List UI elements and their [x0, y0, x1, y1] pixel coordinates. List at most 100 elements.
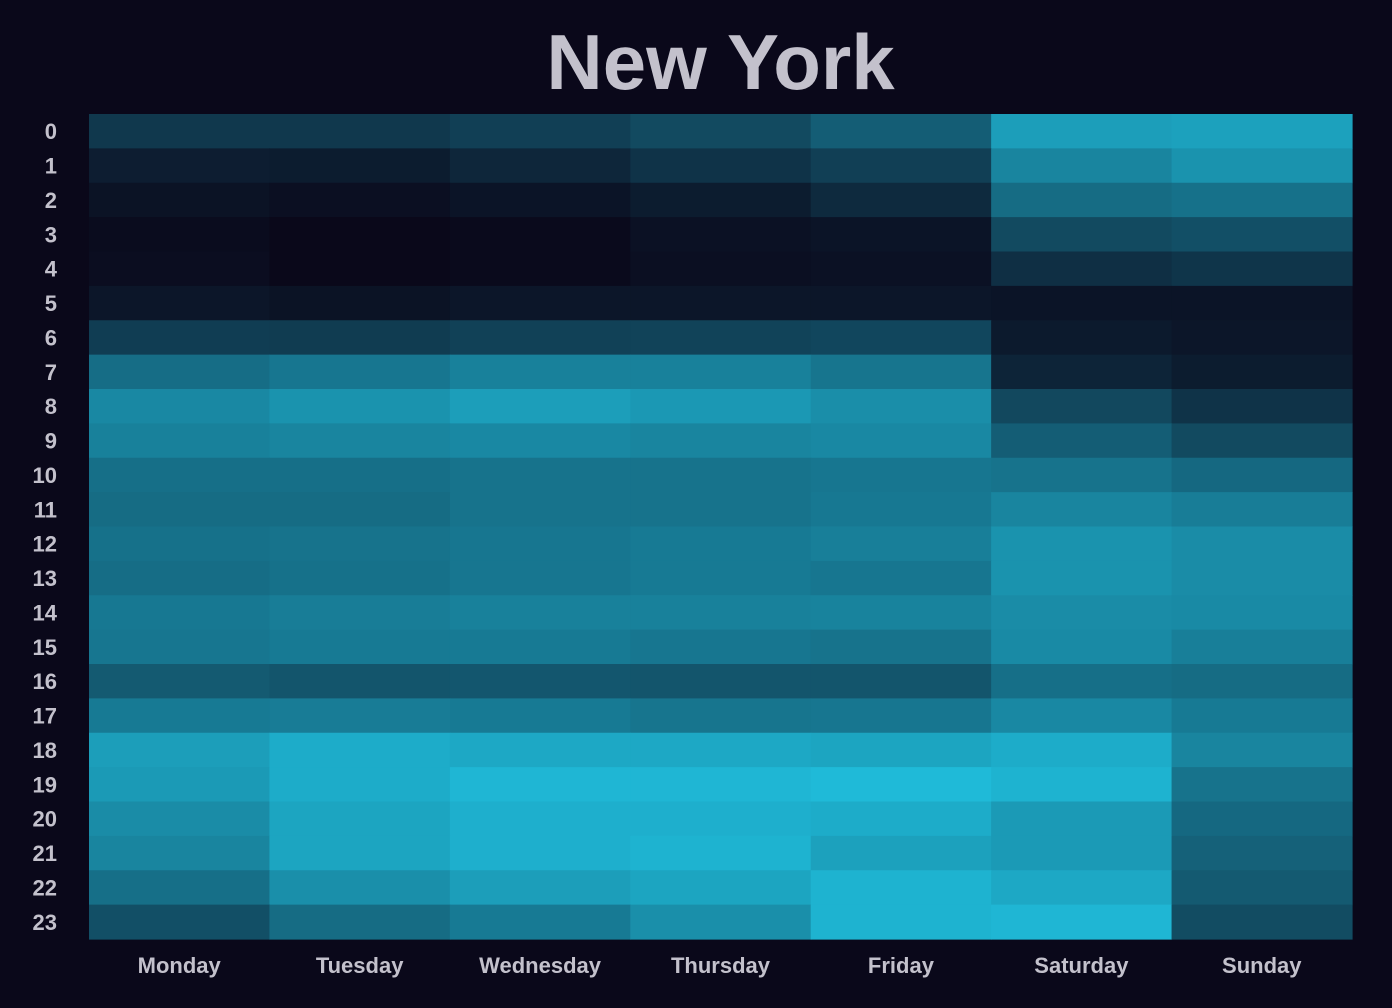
heatmap-cell [991, 114, 1173, 149]
heatmap-cell [991, 492, 1173, 528]
heatmap-cell [991, 354, 1173, 390]
heatmap-cell [630, 560, 812, 596]
y-tick-label: 12 [33, 532, 57, 557]
heatmap-cell [991, 870, 1173, 906]
y-tick-label: 23 [33, 910, 57, 935]
y-tick-label: 5 [45, 291, 57, 316]
y-tick-label: 8 [45, 394, 57, 419]
heatmap-cell [1171, 492, 1353, 528]
heatmap-cell [991, 801, 1173, 837]
x-tick-label: Friday [868, 953, 935, 978]
heatmap-cell [89, 835, 271, 871]
heatmap-cell [810, 251, 992, 287]
y-tick-label: 1 [45, 154, 57, 179]
heatmap-cell [630, 423, 812, 459]
heatmap-cell [1171, 217, 1353, 253]
heatmap-cell [810, 182, 992, 218]
y-tick-label: 22 [33, 875, 57, 900]
heatmap-cell [89, 251, 271, 287]
heatmap-cell [1171, 732, 1353, 768]
heatmap-cell [449, 423, 631, 459]
heatmap-cell [810, 114, 992, 149]
heatmap-cell [89, 698, 271, 734]
y-tick-label: 2 [45, 188, 57, 213]
x-tick-label: Saturday [1034, 953, 1129, 978]
heatmap-cell [89, 148, 271, 184]
heatmap-cell [630, 320, 812, 356]
heatmap-cell [89, 354, 271, 390]
heatmap-cell [89, 457, 271, 493]
heatmap-cell [269, 870, 451, 906]
heatmap-cell [269, 904, 451, 940]
heatmap-cell [89, 595, 271, 631]
heatmap-cell [449, 217, 631, 253]
y-tick-label: 17 [33, 704, 57, 729]
heatmap-cell [269, 217, 451, 253]
heatmap-cell [630, 457, 812, 493]
heatmap-cell [449, 698, 631, 734]
y-tick-label: 9 [45, 429, 57, 454]
heatmap-cell [810, 285, 992, 321]
y-tick-label: 13 [33, 566, 57, 591]
heatmap-cell [991, 835, 1173, 871]
heatmap-cell [991, 664, 1173, 699]
heatmap-cell [449, 389, 631, 424]
heatmap-cell [1171, 767, 1353, 803]
y-tick-label: 11 [34, 497, 57, 522]
heatmap-cell [269, 492, 451, 528]
heatmap-cell [449, 492, 631, 528]
heatmap-cell [89, 285, 271, 321]
x-tick-label: Sunday [1222, 953, 1302, 978]
heatmap-cell [89, 389, 271, 424]
heatmap-cell [810, 904, 992, 940]
heatmap-cell [449, 732, 631, 768]
heatmap-cell [810, 629, 992, 665]
heatmap-cell [89, 904, 271, 940]
x-axis-ticks: Monday Tuesday Wednesday Thursday Friday Satu… [138, 953, 1303, 978]
heatmap-cell [630, 251, 812, 287]
heatmap-cell [991, 320, 1173, 356]
heatmap-cell [991, 526, 1173, 562]
heatmap-cell [1171, 114, 1353, 149]
heatmap-cell [630, 629, 812, 665]
heatmap-cell [269, 320, 451, 356]
heatmap-cell [269, 732, 451, 768]
heatmap-cell [269, 698, 451, 734]
heatmap-cell [449, 767, 631, 803]
heatmap-cell [449, 595, 631, 631]
heatmap-cell [1171, 698, 1353, 734]
heatmap-cell [269, 114, 451, 149]
y-tick-label: 16 [33, 669, 57, 694]
heatmap-cell [810, 595, 992, 631]
y-tick-label: 19 [33, 772, 57, 797]
heatmap-cell [1171, 389, 1353, 424]
y-tick-label: 4 [45, 257, 58, 282]
heatmap-cell [269, 148, 451, 184]
heatmap-cell [1171, 354, 1353, 390]
heatmap-cell [991, 217, 1173, 253]
heatmap-cell [1171, 285, 1353, 321]
heatmap-cell [991, 389, 1173, 424]
heatmap-cell [89, 182, 271, 218]
heatmap-cell [810, 389, 992, 424]
heatmap-cell [1171, 904, 1353, 940]
heatmap-cell [630, 870, 812, 906]
x-tick-label: Thursday [671, 953, 771, 978]
heatmap-cell [449, 870, 631, 906]
heatmap-cell [991, 251, 1173, 287]
heatmap-cell [630, 114, 812, 149]
heatmap-cell [810, 767, 992, 803]
heatmap-cell [1171, 560, 1353, 596]
heatmap-cell [1171, 595, 1353, 631]
heatmap-cell [449, 835, 631, 871]
heatmap-cell [269, 664, 451, 699]
y-tick-label: 10 [33, 463, 57, 488]
heatmap-cell [630, 698, 812, 734]
heatmap-cell [449, 801, 631, 837]
heatmap-cell [810, 560, 992, 596]
heatmap-cell [269, 354, 451, 390]
heatmap-cell [89, 801, 271, 837]
heatmap-cell [449, 904, 631, 940]
heatmap-cell [269, 767, 451, 803]
